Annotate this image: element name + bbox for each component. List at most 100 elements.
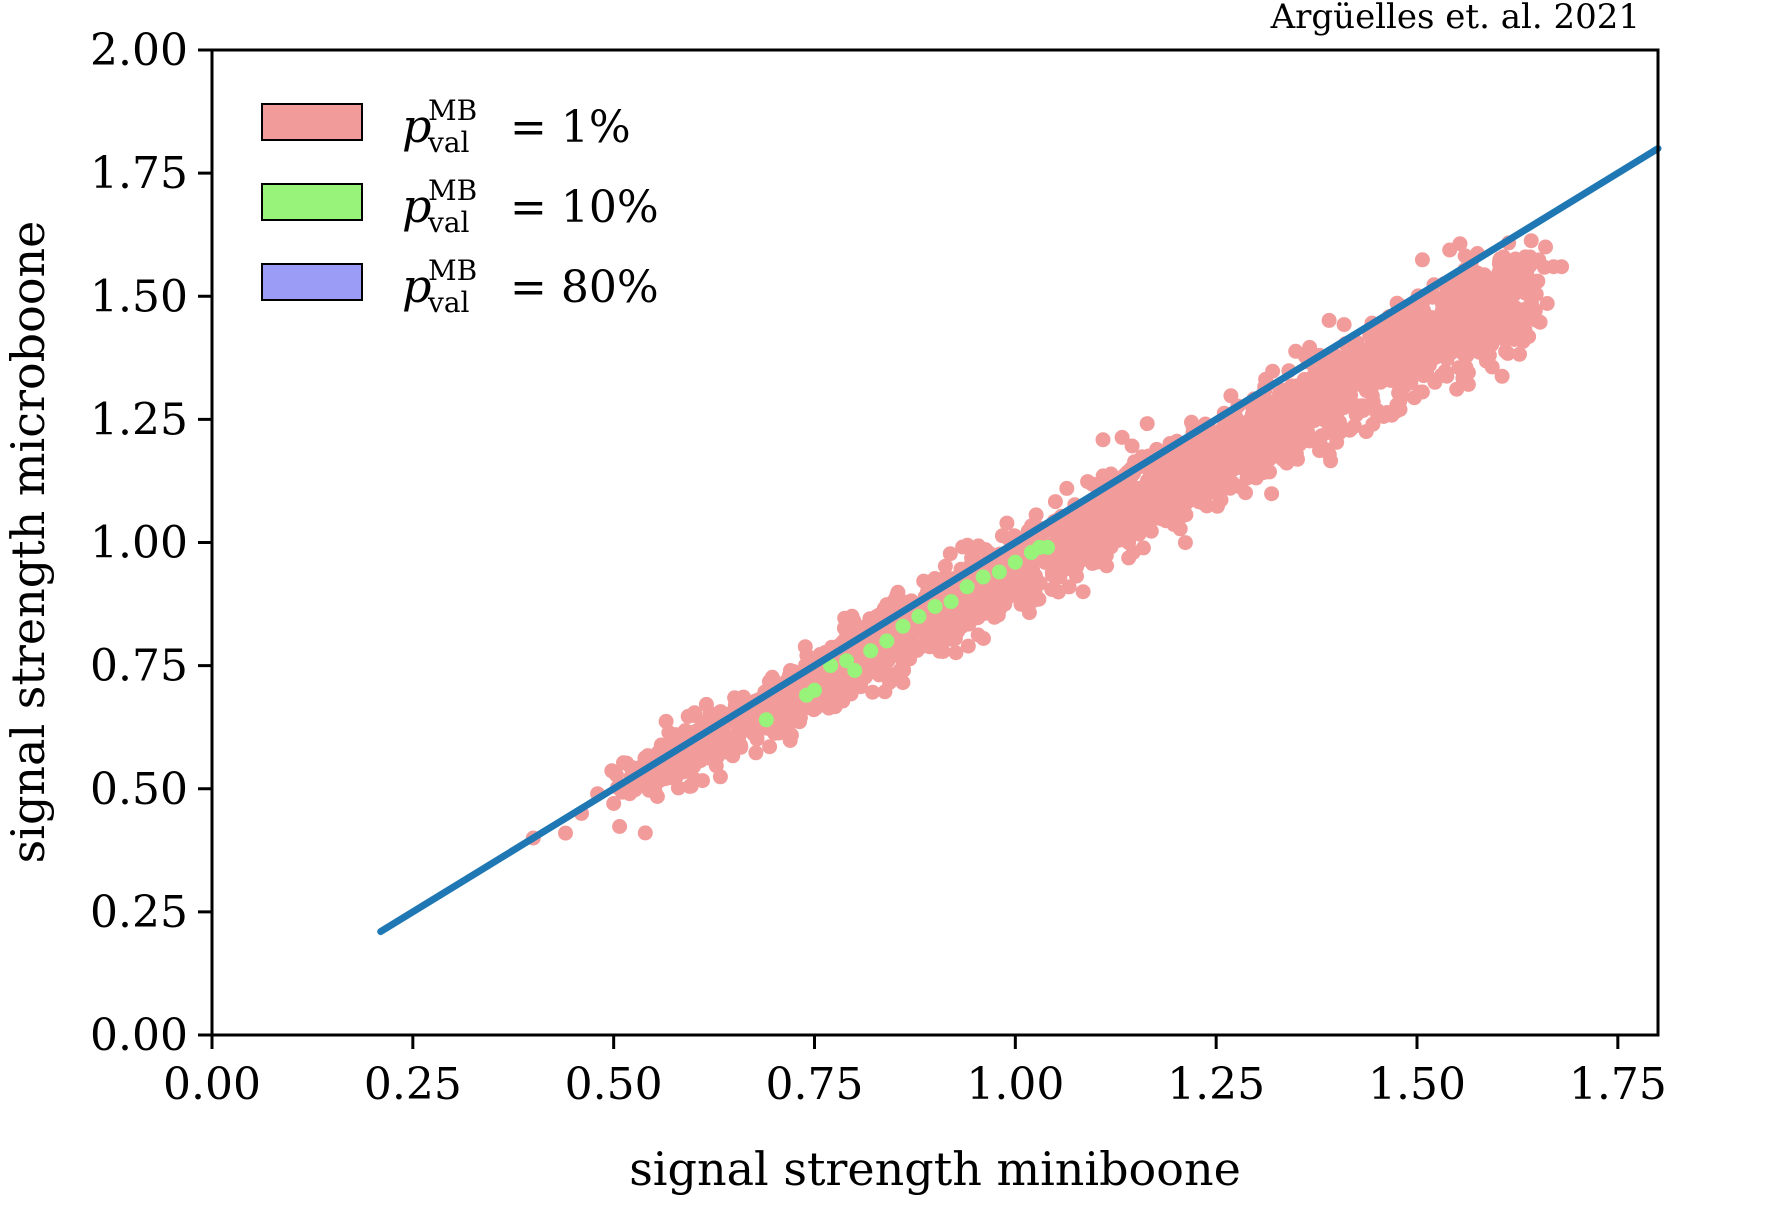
- scatter-point: [1177, 535, 1193, 551]
- y-tick-label: 0.00: [90, 1010, 188, 1061]
- scatter-point: [1114, 429, 1130, 445]
- scatter-point: [1317, 366, 1333, 381]
- legend-value: = 10%: [510, 182, 659, 233]
- scatter-point: [1115, 488, 1131, 504]
- legend-symbol: p: [402, 99, 431, 153]
- scatter-point: [1007, 572, 1022, 588]
- scatter-point: [558, 825, 573, 841]
- scatter-point: [1457, 248, 1473, 264]
- scatter-point: [1523, 233, 1539, 249]
- scatter-point: [1288, 343, 1304, 359]
- scatter-point: [1071, 549, 1087, 565]
- scatter-point: [695, 773, 710, 789]
- scatter-point: [698, 696, 714, 712]
- scatter-point: [1059, 480, 1075, 496]
- scatter-point: [1380, 327, 1395, 343]
- scatter-point: [1376, 409, 1392, 424]
- scatter-point: [1157, 511, 1173, 527]
- scatter-point: [1497, 332, 1513, 348]
- scatter-point: [1080, 474, 1096, 490]
- scatter-point: [1336, 317, 1352, 333]
- legend-swatch: [261, 103, 363, 141]
- x-axis-title: signal strength miniboone: [629, 1142, 1241, 1196]
- scatter-point: [1452, 236, 1468, 252]
- scatter-point: [1325, 396, 1341, 412]
- scatter-point: [1449, 381, 1465, 397]
- scatter-point: [683, 755, 699, 771]
- scatter-point: [1451, 360, 1467, 376]
- scatter-point: [1301, 391, 1316, 407]
- scatter-point: [1409, 338, 1425, 353]
- scatter-point: [1153, 485, 1169, 501]
- scatter-point: [762, 739, 778, 755]
- scatter-point: [1172, 501, 1188, 517]
- scatter-point: [1217, 417, 1233, 433]
- scatter-point: [1090, 521, 1106, 537]
- scatter-point: [1328, 348, 1344, 364]
- scatter-point: [1515, 334, 1531, 349]
- scatter-point: [1047, 494, 1063, 510]
- scatter-point: [1416, 303, 1432, 319]
- scatter-point: [1007, 554, 1023, 570]
- scatter-point: [1403, 360, 1419, 376]
- y-tick-label: 1.75: [90, 148, 188, 199]
- scatter-point: [1048, 525, 1063, 541]
- scatter-point: [1128, 485, 1144, 501]
- legend-superscript: MB: [428, 94, 477, 127]
- scatter-point: [687, 705, 703, 721]
- scatter-point: [748, 745, 764, 761]
- legend-value: = 80%: [510, 262, 659, 313]
- scatter-point: [971, 604, 987, 620]
- legend-swatch: [261, 263, 363, 301]
- scatter-point: [1439, 368, 1455, 384]
- scatter-point: [612, 819, 628, 834]
- legend-subscript: val: [427, 286, 470, 319]
- scatter-point: [830, 686, 846, 702]
- scatter-point: [670, 761, 686, 777]
- scatter-point: [1048, 570, 1064, 586]
- scatter-point: [1457, 288, 1473, 304]
- scatter-point: [1072, 506, 1088, 522]
- y-tick-label: 1.50: [90, 271, 188, 322]
- scatter-point: [1260, 434, 1276, 450]
- scatter-point: [1495, 279, 1511, 295]
- scatter-point: [1190, 463, 1206, 478]
- scatter-point: [1296, 372, 1312, 387]
- scatter-point: [992, 591, 1007, 607]
- scatter-point: [1192, 489, 1207, 504]
- x-tick-label: 1.50: [1368, 1059, 1466, 1110]
- scatter-point: [1031, 591, 1047, 607]
- scatter-layer: [525, 233, 1570, 846]
- x-tick-label: 0.50: [565, 1059, 663, 1110]
- scatter-point: [622, 786, 638, 802]
- scatter-point: [853, 679, 869, 695]
- scatter-point: [999, 515, 1015, 531]
- scatter-point: [1365, 416, 1381, 432]
- scatter-point: [1266, 410, 1282, 426]
- scatter-point: [1075, 584, 1091, 600]
- scatter-point: [1329, 412, 1345, 428]
- scatter-point: [1213, 492, 1229, 508]
- scatter-point: [806, 702, 822, 718]
- scatter-point: [764, 669, 780, 685]
- scatter-point: [844, 608, 860, 624]
- scatter-point: [1270, 447, 1286, 463]
- scatter-point: [879, 633, 895, 649]
- scatter-point: [942, 546, 958, 562]
- y-tick-label: 0.75: [90, 641, 188, 692]
- y-axis: 0.00 0.25 0.50 0.75 1.00 1.25 1.50 1.75 2.00: [90, 25, 212, 1061]
- scatter-point: [1506, 317, 1522, 333]
- scatter-point: [863, 643, 879, 659]
- scatter-point: [890, 584, 906, 600]
- scatter-point: [1057, 538, 1073, 554]
- legend-symbol: p: [402, 179, 431, 233]
- scatter-point: [1522, 254, 1537, 270]
- scatter-point: [1494, 368, 1510, 384]
- scatter-point: [865, 684, 881, 700]
- scatter-point: [894, 652, 910, 668]
- legend-symbol: p: [402, 259, 431, 313]
- x-axis: 0.00 0.25 0.50 0.75 1.00 1.25 1.50 1.75: [163, 1035, 1667, 1110]
- scatter-point: [1124, 438, 1140, 454]
